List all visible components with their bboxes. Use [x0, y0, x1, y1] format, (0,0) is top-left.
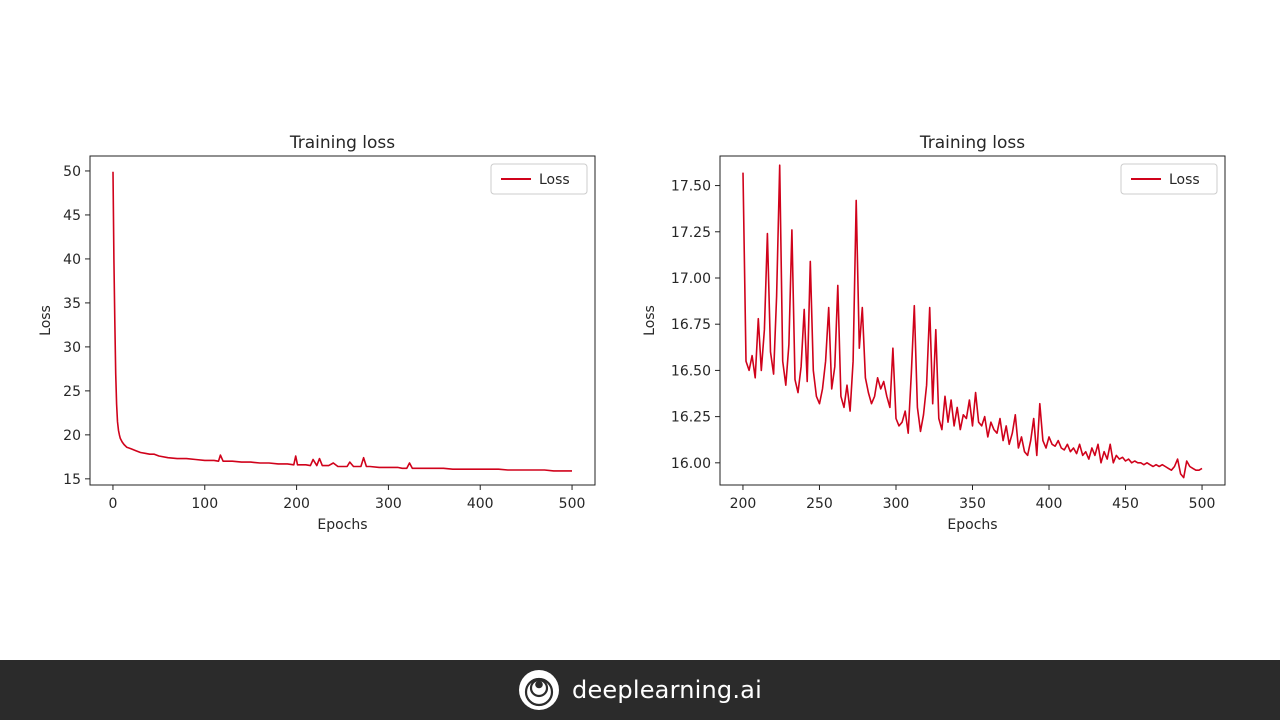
brand: deeplearning.ai — [518, 669, 762, 711]
chart-0-plot-frame — [89, 155, 596, 486]
chart-0-x-axis-label: Epochs — [317, 517, 367, 533]
chart-0-x-tick-label-3: 300 — [375, 496, 402, 512]
deeplearning-logo-icon — [519, 670, 560, 710]
chart-0-y-tick-label-6: 45 — [63, 208, 81, 224]
chart-1-x-tick-label-6: 500 — [1189, 496, 1216, 512]
chart-1-y-tick-label-3: 16.75 — [671, 317, 711, 333]
chart-right: Training loss 200 250 300 350 400 450 500 16.00 1… — [642, 133, 1226, 533]
chart-1-x-tick-label-1: 250 — [806, 496, 833, 512]
chart-1-y-tick-label-0: 16.00 — [671, 456, 711, 472]
chart-0-y-tick-label-3: 30 — [63, 340, 81, 356]
chart-0-legend-box — [490, 163, 588, 195]
footer-bar: deeplearning.ai — [0, 660, 1280, 720]
chart-1-y-tick-label-4: 17.00 — [671, 271, 711, 287]
chart-0-x-tick-label-0: 0 — [108, 496, 117, 512]
chart-1-legend-label: Loss — [1169, 172, 1200, 188]
chart-0-y-tick-label-5: 40 — [63, 252, 81, 268]
chart-0-y-tick-label-4: 35 — [63, 296, 81, 312]
chart-1-y-tick-label-1: 16.25 — [671, 410, 711, 426]
chart-0-y-tick-label-0: 15 — [63, 472, 81, 488]
chart-1-y-tick-label-6: 17.50 — [671, 179, 711, 195]
chart-1-x-axis-label: Epochs — [947, 517, 997, 533]
chart-0-series-line-0 — [112, 171, 572, 472]
chart-1-x-tick-label-0: 200 — [730, 496, 757, 512]
chart-0-x-tick-label-1: 100 — [191, 496, 218, 512]
brand-text: deeplearning.ai — [572, 676, 762, 704]
chart-1-plot-frame — [719, 155, 1226, 486]
chart-1-legend-box — [1120, 163, 1218, 195]
chart-1-x-tick-label-5: 450 — [1112, 496, 1139, 512]
chart-1-title: Training loss — [919, 133, 1025, 153]
chart-0-y-tick-label-7: 50 — [63, 164, 81, 180]
chart-1-y-tick-label-2: 16.50 — [671, 363, 711, 379]
chart-0-y-tick-label-1: 20 — [63, 428, 81, 444]
chart-1-x-tick-label-4: 400 — [1036, 496, 1063, 512]
chart-0-legend-label: Loss — [539, 172, 570, 188]
chart-1-x-tick-label-3: 350 — [959, 496, 986, 512]
chart-0-x-tick-label-4: 400 — [467, 496, 494, 512]
chart-1-x-tick-label-2: 300 — [883, 496, 910, 512]
slide-content: Training loss 0 100 200 300 400 500 15 20 25 30 35 4… — [38, 133, 1226, 533]
chart-0-x-tick-label-2: 200 — [283, 496, 310, 512]
chart-0-y-tick-label-2: 25 — [63, 384, 81, 400]
chart-0-x-tick-label-5: 500 — [559, 496, 586, 512]
chart-0-y-axis-label: Loss — [38, 305, 54, 336]
chart-1-series-line-0 — [742, 164, 1203, 479]
chart-0-title: Training loss — [289, 133, 395, 153]
chart-left: Training loss 0 100 200 300 400 500 15 20 25 30 35 4… — [38, 133, 596, 533]
chart-1-y-axis-label: Loss — [642, 305, 658, 336]
chart-1-y-tick-label-5: 17.25 — [671, 225, 711, 241]
